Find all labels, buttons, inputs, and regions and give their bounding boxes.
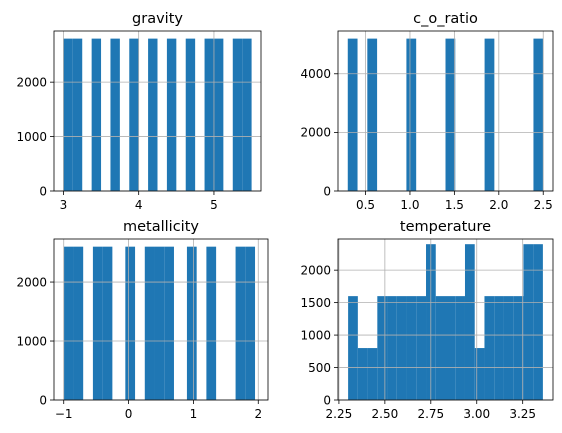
histogram-bar [213, 38, 224, 192]
histogram-bar [533, 38, 544, 192]
x-tick-label: 4 [135, 198, 143, 212]
histogram-bar [235, 246, 246, 400]
histogram-bar [148, 38, 158, 192]
y-tick-label: 4000 [300, 67, 331, 81]
histogram-bar [166, 38, 177, 192]
y-tick-label: 0 [39, 184, 47, 198]
histogram-bar [533, 244, 543, 400]
histogram-bar [445, 296, 456, 400]
histogram-bar [347, 38, 358, 192]
histogram-bar [494, 296, 504, 400]
subplot-title: metallicity [123, 219, 199, 235]
y-tick-label: 1000 [16, 334, 47, 348]
y-tick-label: 2000 [16, 275, 47, 289]
x-tick-label: 3.25 [509, 407, 536, 421]
subplot-c_o_ratio: 0.5 1.0 1.5 2.0 2.5 0 2000 4000 c_o_ratio [300, 11, 554, 212]
histogram-bar [204, 38, 214, 192]
subplot-metallicity: −1 0 1 2 0 1000 2000 metallicity [16, 219, 269, 421]
histogram-bar [357, 348, 368, 400]
y-tick-label: 0 [323, 393, 331, 407]
histogram-bar [377, 296, 388, 400]
y-tick-label: 2000 [300, 126, 331, 140]
subplot-gravity: 3 4 5 0 1000 2000 gravity [16, 11, 262, 212]
bars [63, 246, 256, 400]
histogram-bar [125, 246, 136, 400]
bars [347, 38, 544, 192]
y-tick-label: 1500 [300, 296, 331, 310]
y-tick-label: 2000 [16, 75, 47, 89]
histogram-bar [484, 296, 495, 400]
histogram-bar [154, 246, 165, 400]
histogram-bar [484, 38, 495, 192]
histogram-bar [455, 296, 465, 400]
subplot-title: c_o_ratio [413, 11, 478, 27]
x-tick-label: 0.5 [356, 198, 375, 212]
axes-frame [337, 238, 554, 401]
y-tick-label: 1000 [16, 130, 47, 144]
y-tick-label: 0 [323, 184, 331, 198]
histogram-bar [144, 246, 155, 400]
x-tick-label: 1.0 [400, 198, 419, 212]
histogram-bar [387, 296, 397, 400]
y-tick-label: 1000 [300, 328, 331, 342]
histogram-bar [73, 246, 84, 400]
bars [348, 244, 543, 400]
histogram-bar [72, 38, 83, 192]
gridlines [338, 31, 553, 192]
histogram-bar [129, 38, 139, 192]
histogram-bar [367, 38, 378, 192]
bars [63, 38, 252, 192]
subplot-temperature: 2.25 2.50 2.75 3.00 3.25 0 500 1000 1500 2000 temp… [300, 219, 554, 421]
x-tick-label: 2.75 [417, 407, 444, 421]
histogram-bar [91, 38, 102, 192]
histogram-bar [232, 38, 243, 192]
x-tick-label: −1 [55, 407, 73, 421]
axes-frame [53, 238, 269, 401]
histogram-bar [416, 296, 427, 400]
histogram-bar [206, 246, 217, 400]
y-tick-label: 0 [39, 393, 47, 407]
histogram-bar [245, 246, 256, 400]
histogram-bar [164, 246, 174, 400]
histogram-bar [186, 246, 197, 400]
histogram-bar [242, 38, 252, 192]
histogram-bar [406, 38, 417, 192]
y-tick-label: 500 [308, 361, 331, 375]
x-tick-label: 1 [190, 407, 198, 421]
histogram-bar [348, 296, 358, 400]
histogram-bar [523, 244, 534, 400]
histogram-bar [63, 246, 74, 400]
histogram-bar [185, 38, 196, 192]
subplot-title: temperature [400, 219, 491, 235]
x-tick-label: 2.0 [489, 198, 508, 212]
histogram-bar [396, 296, 407, 400]
histogram-bar [63, 38, 73, 192]
x-tick-label: 0 [125, 407, 133, 421]
histogram-bar [367, 348, 378, 400]
subplot-title: gravity [132, 11, 183, 27]
histogram-bar [445, 38, 456, 192]
x-tick-label: 1.5 [445, 198, 464, 212]
axes-frame [337, 30, 554, 192]
x-tick-label: 2.25 [326, 407, 353, 421]
histogram-bar [102, 246, 113, 400]
histogram-bar [474, 348, 485, 400]
x-tick-label: 2.50 [372, 407, 399, 421]
x-tick-label: 2.5 [534, 198, 553, 212]
histogram-bar [92, 246, 103, 400]
y-tick-label: 2000 [300, 263, 331, 277]
x-tick-label: 2 [254, 407, 262, 421]
histogram-bar [435, 296, 446, 400]
histogram-bar [406, 296, 417, 400]
histogram-bar [513, 296, 524, 400]
histogram-bar [503, 296, 514, 400]
x-tick-label: 3 [60, 198, 68, 212]
x-tick-label: 3.00 [463, 407, 490, 421]
histogram-bar [464, 244, 475, 400]
axes-frame [53, 30, 262, 192]
x-tick-label: 5 [210, 198, 218, 212]
histogram-bar [110, 38, 120, 192]
